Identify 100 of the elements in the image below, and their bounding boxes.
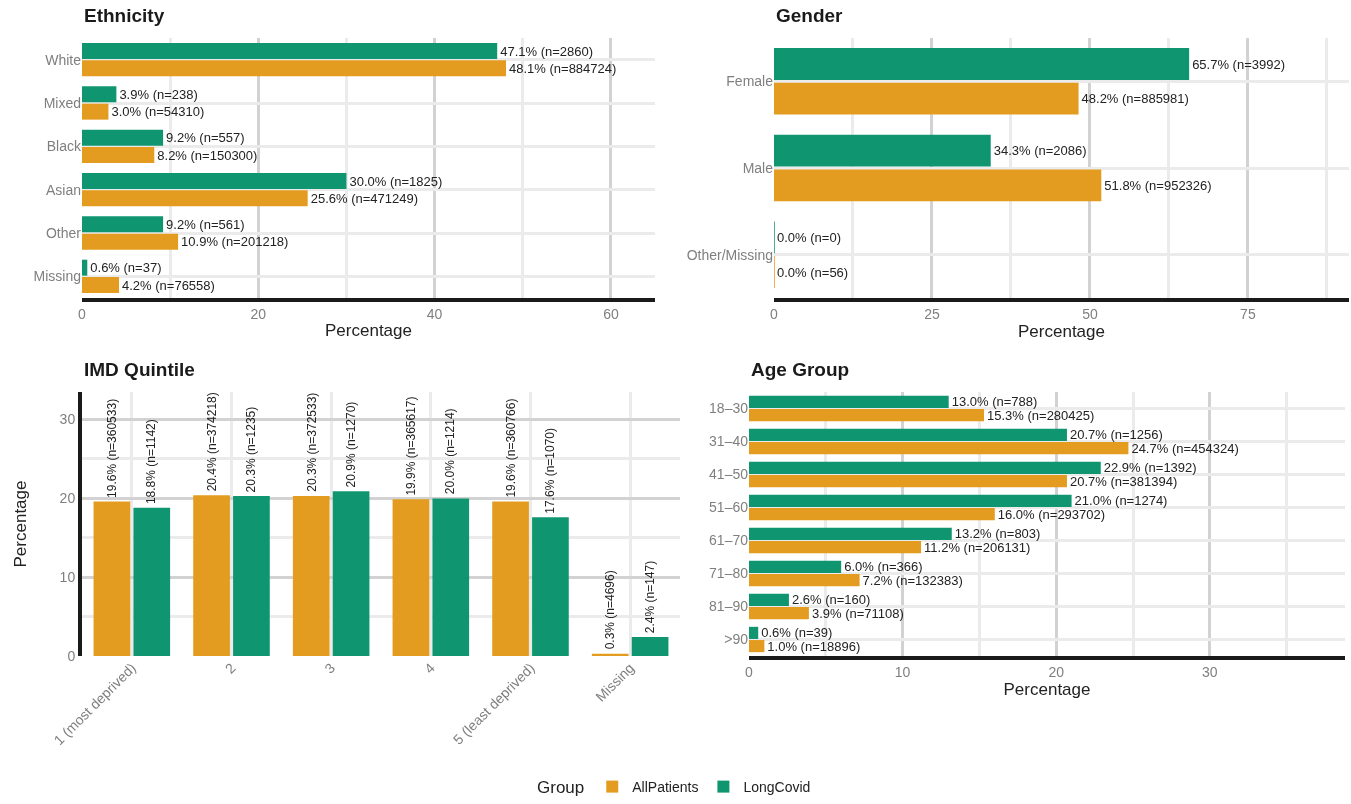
bar: [82, 190, 308, 207]
chart-title: IMD Quintile: [84, 359, 195, 380]
y-tick-label: Asian: [45, 181, 81, 198]
x-tick-label: 4: [421, 659, 439, 677]
bar: [749, 508, 995, 521]
y-tick-label: 0: [67, 647, 76, 664]
x-tick-label: 30: [1202, 663, 1218, 680]
data-label: 2.4% (n=147): [643, 560, 658, 634]
y-tick-label: 18–30: [709, 400, 749, 417]
bar: [82, 103, 109, 120]
y-tick-label: 41–50: [709, 466, 749, 483]
data-label: 6.0% (n=366): [844, 559, 923, 575]
bar: [749, 494, 1072, 507]
x-axis-title: Percentage: [1003, 679, 1091, 699]
data-label: 25.6% (n=471249): [310, 190, 419, 206]
bar: [749, 626, 759, 639]
data-label: 13.2% (n=803): [954, 526, 1041, 542]
x-tick-label: 25: [924, 305, 940, 322]
bar: [82, 173, 347, 189]
bar: [532, 517, 569, 656]
bar: [749, 461, 1101, 474]
data-label: 3.0% (n=54310): [111, 104, 205, 120]
bar: [233, 496, 270, 656]
data-label: 22.9% (n=1392): [1103, 460, 1197, 476]
chart-title: Age Group: [751, 359, 850, 380]
data-label: 20.3% (n=1235): [244, 406, 259, 493]
chart-title: Ethnicity: [84, 5, 165, 26]
data-label: 19.6% (n=360533): [104, 398, 119, 498]
data-label: 20.7% (n=1256): [1069, 427, 1163, 443]
data-label: 48.1% (n=884724): [509, 60, 617, 76]
bar: [82, 233, 179, 250]
data-label: 20.4% (n=374218): [204, 392, 219, 492]
bar: [133, 507, 171, 656]
x-tick-label: 50: [1082, 305, 1098, 322]
bar: [82, 277, 120, 293]
bar: [749, 409, 985, 422]
bar: [774, 134, 991, 167]
data-label: 20.3% (n=372533): [304, 392, 319, 492]
bar: [93, 501, 131, 656]
data-label: 0.6% (n=39): [761, 625, 833, 641]
data-label: 2.6% (n=160): [791, 592, 871, 608]
bar: [292, 496, 330, 656]
y-tick-label: 71–80: [709, 565, 749, 582]
data-label: 17.6% (n=1070): [543, 428, 558, 514]
data-label: 51.8% (n=952326): [1104, 177, 1212, 193]
x-tick-label: 75: [1240, 305, 1256, 322]
bar: [492, 501, 529, 656]
x-tick-label: 20: [250, 305, 267, 322]
y-tick-label: Mixed: [43, 94, 81, 111]
data-label: 34.3% (n=2086): [993, 143, 1087, 159]
y-tick-label: 51–60: [709, 499, 749, 516]
y-tick-label: 10: [59, 569, 76, 586]
bar: [631, 637, 669, 656]
bar: [749, 442, 1129, 455]
bar: [749, 574, 860, 587]
y-tick-label: 20: [59, 490, 76, 507]
bar: [82, 129, 164, 146]
x-tick-label: 20: [1048, 663, 1065, 680]
y-tick-label: White: [45, 51, 82, 68]
bar: [774, 82, 1079, 115]
data-label: 19.9% (n=365617): [404, 396, 419, 496]
bar: [82, 43, 498, 59]
bar: [749, 541, 922, 554]
bar: [749, 607, 809, 620]
data-label: 47.1% (n=2860): [500, 43, 594, 59]
data-label: 8.2% (n=150300): [157, 147, 258, 163]
bar: [749, 475, 1067, 488]
bar: [774, 169, 1102, 202]
x-tick-label: 60: [603, 305, 619, 322]
y-tick-label: Other/Missing: [686, 246, 773, 263]
bar: [82, 147, 155, 163]
data-label: 19.6% (n=360766): [503, 398, 518, 498]
data-label: 13.0% (n=788): [951, 394, 1038, 410]
bar: [749, 395, 949, 408]
data-label: 48.2% (n=885981): [1081, 91, 1189, 107]
data-label: 18.8% (n=1142): [144, 419, 159, 505]
bar: [332, 491, 370, 656]
data-label: 20.0% (n=1214): [443, 408, 458, 495]
bar: [82, 86, 117, 103]
data-label: 4.2% (n=76558): [122, 277, 215, 293]
data-label: 3.9% (n=238): [119, 86, 198, 102]
bar: [82, 259, 88, 276]
y-tick-label: Other: [45, 224, 82, 241]
x-tick-label: 10: [894, 663, 911, 680]
bar: [749, 428, 1067, 441]
data-label: 16.0% (n=293702): [997, 506, 1106, 522]
bar: [749, 593, 789, 606]
bar: [82, 216, 164, 233]
bar: [82, 60, 507, 77]
data-label: 0.0% (n=56): [777, 264, 849, 280]
y-tick-label: 30: [59, 411, 76, 428]
y-axis-title: Percentage: [10, 480, 30, 568]
data-label: 21.0% (n=1274): [1074, 493, 1168, 509]
bar: [749, 560, 842, 573]
y-tick-label: Female: [726, 73, 774, 90]
bar: [392, 499, 430, 656]
data-label: 20.9% (n=1270): [343, 401, 358, 488]
bar: [193, 495, 230, 656]
data-label: 9.2% (n=561): [166, 216, 245, 232]
x-tick-label: 2: [221, 659, 239, 677]
